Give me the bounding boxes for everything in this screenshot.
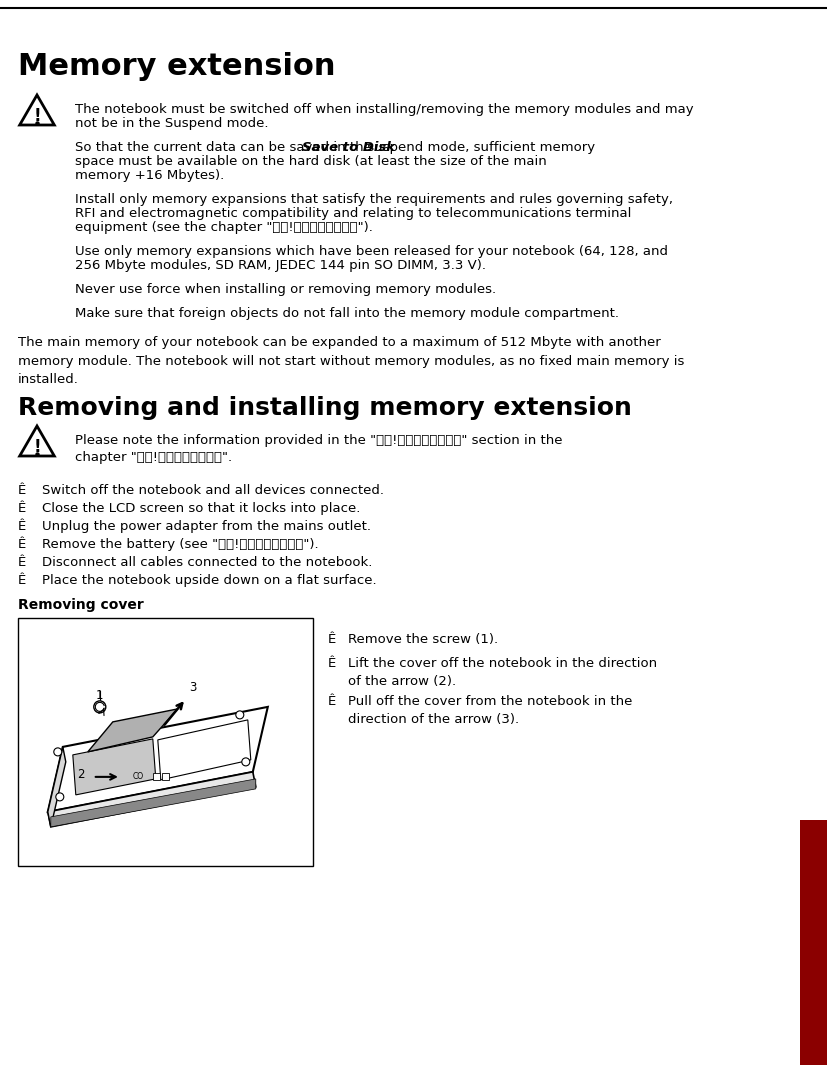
Polygon shape (73, 739, 155, 794)
Bar (153, 773, 160, 780)
Text: Ê: Ê (328, 657, 337, 670)
Text: Ê: Ê (328, 695, 337, 708)
Text: So that the current data can be saved in the: So that the current data can be saved in… (75, 141, 376, 154)
Text: Save to Disk: Save to Disk (302, 141, 395, 154)
Text: 3: 3 (189, 681, 196, 694)
Text: RFI and electromagnetic compatibility and relating to telecommunications termina: RFI and electromagnetic compatibility an… (75, 207, 631, 220)
Polygon shape (48, 747, 66, 826)
Text: Remove the battery (see "錯誤!找不到參照來源。").: Remove the battery (see "錯誤!找不到參照來源。"). (42, 538, 318, 551)
Text: chapter "錯誤!找不到參照來源。".: chapter "錯誤!找不到參照來源。". (75, 450, 232, 464)
Text: Ê: Ê (18, 484, 26, 497)
Text: Removing and installing memory extension: Removing and installing memory extension (18, 396, 632, 420)
Polygon shape (48, 772, 256, 826)
Text: Remove the screw (1).: Remove the screw (1). (348, 633, 498, 646)
Text: 1: 1 (96, 689, 103, 702)
Text: memory +16 Mbytes).: memory +16 Mbytes). (75, 169, 224, 182)
Text: space must be available on the hard disk (at least the size of the main: space must be available on the hard disk… (75, 155, 547, 168)
Text: Disconnect all cables connected to the notebook.: Disconnect all cables connected to the n… (42, 556, 372, 569)
Text: The notebook must be switched off when installing/removing the memory modules an: The notebook must be switched off when i… (75, 103, 694, 116)
Text: The main memory of your notebook can be expanded to a maximum of 512 Mbyte with : The main memory of your notebook can be … (18, 335, 685, 386)
Text: Close the LCD screen so that it locks into place.: Close the LCD screen so that it locks in… (42, 502, 361, 515)
Text: !: ! (33, 106, 41, 125)
Text: Lift the cover off the notebook in the direction
of the arrow (2).: Lift the cover off the notebook in the d… (348, 657, 657, 688)
Text: Ê: Ê (18, 520, 26, 532)
Text: Removing cover: Removing cover (18, 599, 144, 612)
Text: Place the notebook upside down on a flat surface.: Place the notebook upside down on a flat… (42, 574, 376, 587)
Text: suspend mode, sufficient memory: suspend mode, sufficient memory (363, 141, 595, 154)
Text: Never use force when installing or removing memory modules.: Never use force when installing or remov… (75, 283, 496, 296)
Text: Ê: Ê (328, 633, 337, 646)
Text: Install only memory expansions that satisfy the requirements and rules governing: Install only memory expansions that sati… (75, 193, 673, 206)
Polygon shape (50, 779, 256, 826)
Text: Ê: Ê (18, 556, 26, 569)
Polygon shape (88, 709, 178, 752)
Circle shape (93, 701, 106, 712)
Text: Ê: Ê (18, 574, 26, 587)
Text: Ê: Ê (18, 502, 26, 515)
Text: Use only memory expansions which have been released for your notebook (64, 128, : Use only memory expansions which have be… (75, 245, 668, 258)
Bar (162, 773, 169, 780)
Bar (18, 618, 313, 866)
Circle shape (55, 792, 64, 801)
Circle shape (54, 748, 62, 756)
Text: CO: CO (132, 772, 143, 782)
Text: 256 Mbyte modules, SD RAM, JEDEC 144 pin SO DIMM, 3.3 V).: 256 Mbyte modules, SD RAM, JEDEC 144 pin… (75, 259, 486, 272)
Text: Switch off the notebook and all devices connected.: Switch off the notebook and all devices … (42, 484, 384, 497)
Polygon shape (158, 720, 251, 780)
Text: Pull off the cover from the notebook in the
direction of the arrow (3).: Pull off the cover from the notebook in … (348, 695, 633, 726)
Text: !: ! (33, 438, 41, 456)
Text: 2: 2 (77, 768, 85, 782)
Circle shape (236, 710, 244, 719)
Bar (800, 820, 827, 1065)
Polygon shape (48, 707, 268, 812)
Text: Memory extension: Memory extension (18, 52, 336, 81)
Text: Unplug the power adapter from the mains outlet.: Unplug the power adapter from the mains … (42, 520, 371, 532)
Text: not be in the Suspend mode.: not be in the Suspend mode. (75, 117, 269, 130)
Circle shape (241, 758, 250, 766)
Text: Please note the information provided in the "錯誤!找不到參照來源。" section in the: Please note the information provided in … (75, 435, 562, 447)
Text: equipment (see the chapter "錯誤!找不到參照來源。").: equipment (see the chapter "錯誤!找不到參照來源。"… (75, 222, 373, 234)
Text: Make sure that foreign objects do not fall into the memory module compartment.: Make sure that foreign objects do not fa… (75, 307, 619, 320)
Text: Ê: Ê (18, 538, 26, 551)
